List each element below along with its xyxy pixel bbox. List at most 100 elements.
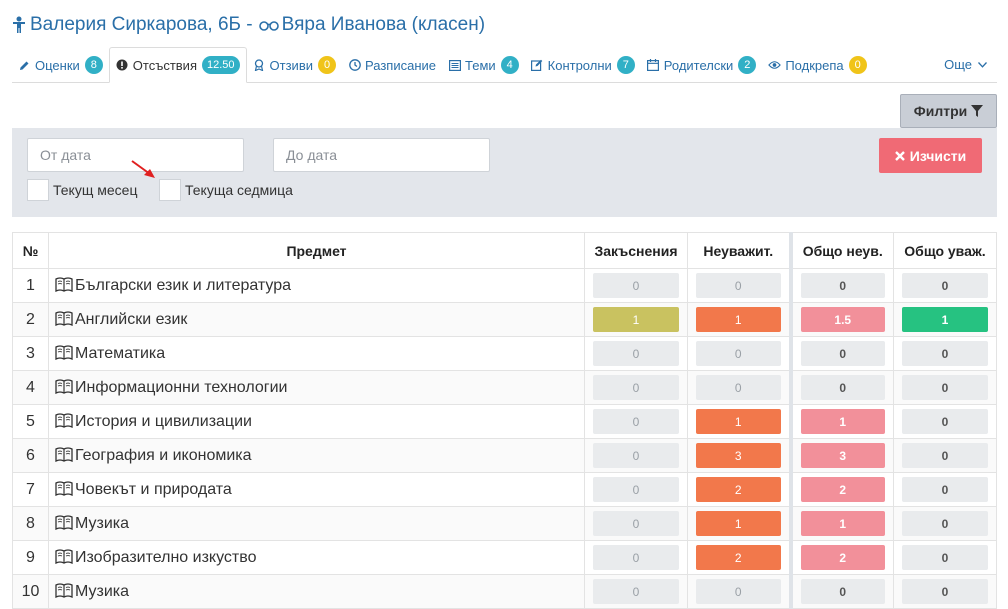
table-row: 6 География и икономика 0 3 3 0	[12, 438, 997, 473]
book-icon	[55, 480, 73, 496]
total_exc-cell: 0	[893, 370, 997, 405]
current-month-checkbox[interactable]	[27, 179, 49, 201]
subject-name: История и цивилизации	[75, 412, 252, 430]
total_unexc-cell: 0	[788, 336, 894, 371]
late-cell: 0	[584, 506, 688, 541]
pencil-icon	[18, 59, 31, 72]
book-icon	[55, 310, 73, 326]
total_exc-cell: 0	[893, 336, 997, 371]
book-icon	[55, 412, 73, 428]
subject-cell: Човекът и природата	[48, 472, 585, 507]
col-number-header[interactable]: №	[12, 232, 49, 269]
book-icon	[55, 344, 73, 360]
late-cell: 0	[584, 438, 688, 473]
subject-name: Български език и литература	[75, 276, 292, 294]
count-badge: 2	[738, 56, 757, 74]
tab-bar: Оценки 8 Отсъствия 12.50 Отзиви 0 Разписание Те…	[12, 47, 997, 83]
table-row: 2 Английски език 1 1 1.5 1	[12, 302, 997, 337]
row-number: 9	[12, 540, 49, 575]
total_exc-cell: 0	[893, 540, 997, 575]
count-badge: 12.50	[202, 56, 240, 74]
tab-label: Подкрепа	[785, 57, 844, 73]
student-name: Валерия Сиркарова, 6Б -	[30, 14, 253, 35]
absences-table: № Предмет Закъснения Неуважит. Общо неув…	[12, 232, 997, 609]
count-badge: 0	[848, 56, 867, 74]
total_exc-value: 0	[902, 341, 988, 366]
table-row: 10 Музика 0 0 0 0	[12, 574, 997, 609]
tab-3[interactable]: Разписание	[342, 48, 442, 82]
tab-5[interactable]: Контролни 7	[525, 48, 641, 82]
col-subject-header[interactable]: Предмет	[48, 232, 585, 269]
unexc-value: 2	[696, 477, 781, 502]
total_unexc-cell: 3	[788, 438, 894, 473]
subject-name: Изобразително изкуство	[75, 548, 257, 566]
tab-2[interactable]: Отзиви 0	[247, 48, 342, 82]
clear-button[interactable]: Изчисти	[879, 138, 982, 173]
late-value: 0	[593, 375, 679, 400]
count-badge: 7	[616, 56, 635, 74]
total_unexc-cell: 1	[788, 404, 894, 439]
unexc-value: 0	[696, 375, 781, 400]
table-header-row: № Предмет Закъснения Неуважит. Общо неув…	[12, 232, 997, 269]
current-week-checkbox[interactable]	[159, 179, 181, 201]
table-row: 3 Математика 0 0 0 0	[12, 336, 997, 371]
row-number: 5	[12, 404, 49, 439]
subject-cell: Изобразително изкуство	[48, 540, 585, 575]
total_exc-cell: 0	[893, 472, 997, 507]
total_unexc-value: 0	[800, 579, 885, 604]
filters-button[interactable]: Филтри	[900, 94, 997, 128]
total_unexc-cell: 0	[788, 268, 894, 303]
unexc-value: 1	[696, 409, 781, 434]
tab-0[interactable]: Оценки 8	[12, 48, 109, 82]
late-cell: 0	[584, 268, 688, 303]
late-value: 1	[593, 307, 679, 332]
total_unexc-value: 0	[800, 375, 885, 400]
unexc-cell: 2	[687, 540, 791, 575]
page-header: Валерия Сиркарова, 6Б - Вяра Иванова (кл…	[12, 10, 485, 40]
table-row: 1 Български език и литература 0 0 0 0	[12, 268, 997, 303]
unexc-cell: 3	[687, 438, 791, 473]
subject-cell: Музика	[48, 506, 585, 541]
unexc-cell: 0	[687, 370, 791, 405]
unexc-value: 3	[696, 443, 781, 468]
total_unexc-cell: 2	[788, 472, 894, 507]
col-late-header[interactable]: Закъснения	[584, 232, 688, 269]
row-number: 4	[12, 370, 49, 405]
current-month-toggle[interactable]: Текущ месец	[27, 179, 137, 201]
col-unexcused-header[interactable]: Неуважит.	[687, 232, 791, 269]
count-badge: 8	[84, 56, 103, 74]
tab-label: Отсъствия	[132, 57, 197, 73]
col-total-unexcused-header[interactable]: Общо неув.	[788, 232, 894, 269]
more-dropdown[interactable]: Още	[944, 57, 987, 72]
unexc-cell: 1	[687, 404, 791, 439]
current-week-toggle[interactable]: Текуща седмица	[159, 179, 293, 201]
tab-4[interactable]: Теми 4	[442, 48, 525, 82]
count-badge: 4	[500, 56, 519, 74]
late-value: 0	[593, 545, 679, 570]
tab-6[interactable]: Родителски 2	[641, 48, 763, 82]
unexc-cell: 0	[687, 336, 791, 371]
from-date-input[interactable]	[27, 138, 244, 172]
tab-1[interactable]: Отсъствия 12.50	[108, 47, 247, 83]
unexc-value: 0	[696, 273, 781, 298]
clear-label: Изчисти	[909, 147, 967, 164]
unexc-cell: 1	[687, 302, 791, 337]
total_unexc-value: 2	[800, 477, 885, 502]
book-icon	[55, 582, 73, 598]
late-cell: 0	[584, 472, 688, 507]
teacher-name: Вяра Иванова (класен)	[281, 14, 486, 35]
filters-label: Филтри	[913, 103, 968, 119]
col-total-excused-header[interactable]: Общо уваж.	[893, 232, 997, 269]
tab-7[interactable]: Подкрепа 0	[762, 48, 872, 82]
book-icon	[55, 378, 73, 394]
late-cell: 0	[584, 404, 688, 439]
to-date-input[interactable]	[273, 138, 490, 172]
total_unexc-cell: 0	[788, 370, 894, 405]
subject-cell: География и икономика	[48, 438, 585, 473]
total_unexc-cell: 1.5	[788, 302, 894, 337]
total_exc-value: 0	[902, 579, 988, 604]
row-number: 3	[12, 336, 49, 371]
unexc-value: 1	[696, 511, 781, 536]
total_exc-value: 0	[902, 409, 988, 434]
late-cell: 0	[584, 574, 688, 609]
